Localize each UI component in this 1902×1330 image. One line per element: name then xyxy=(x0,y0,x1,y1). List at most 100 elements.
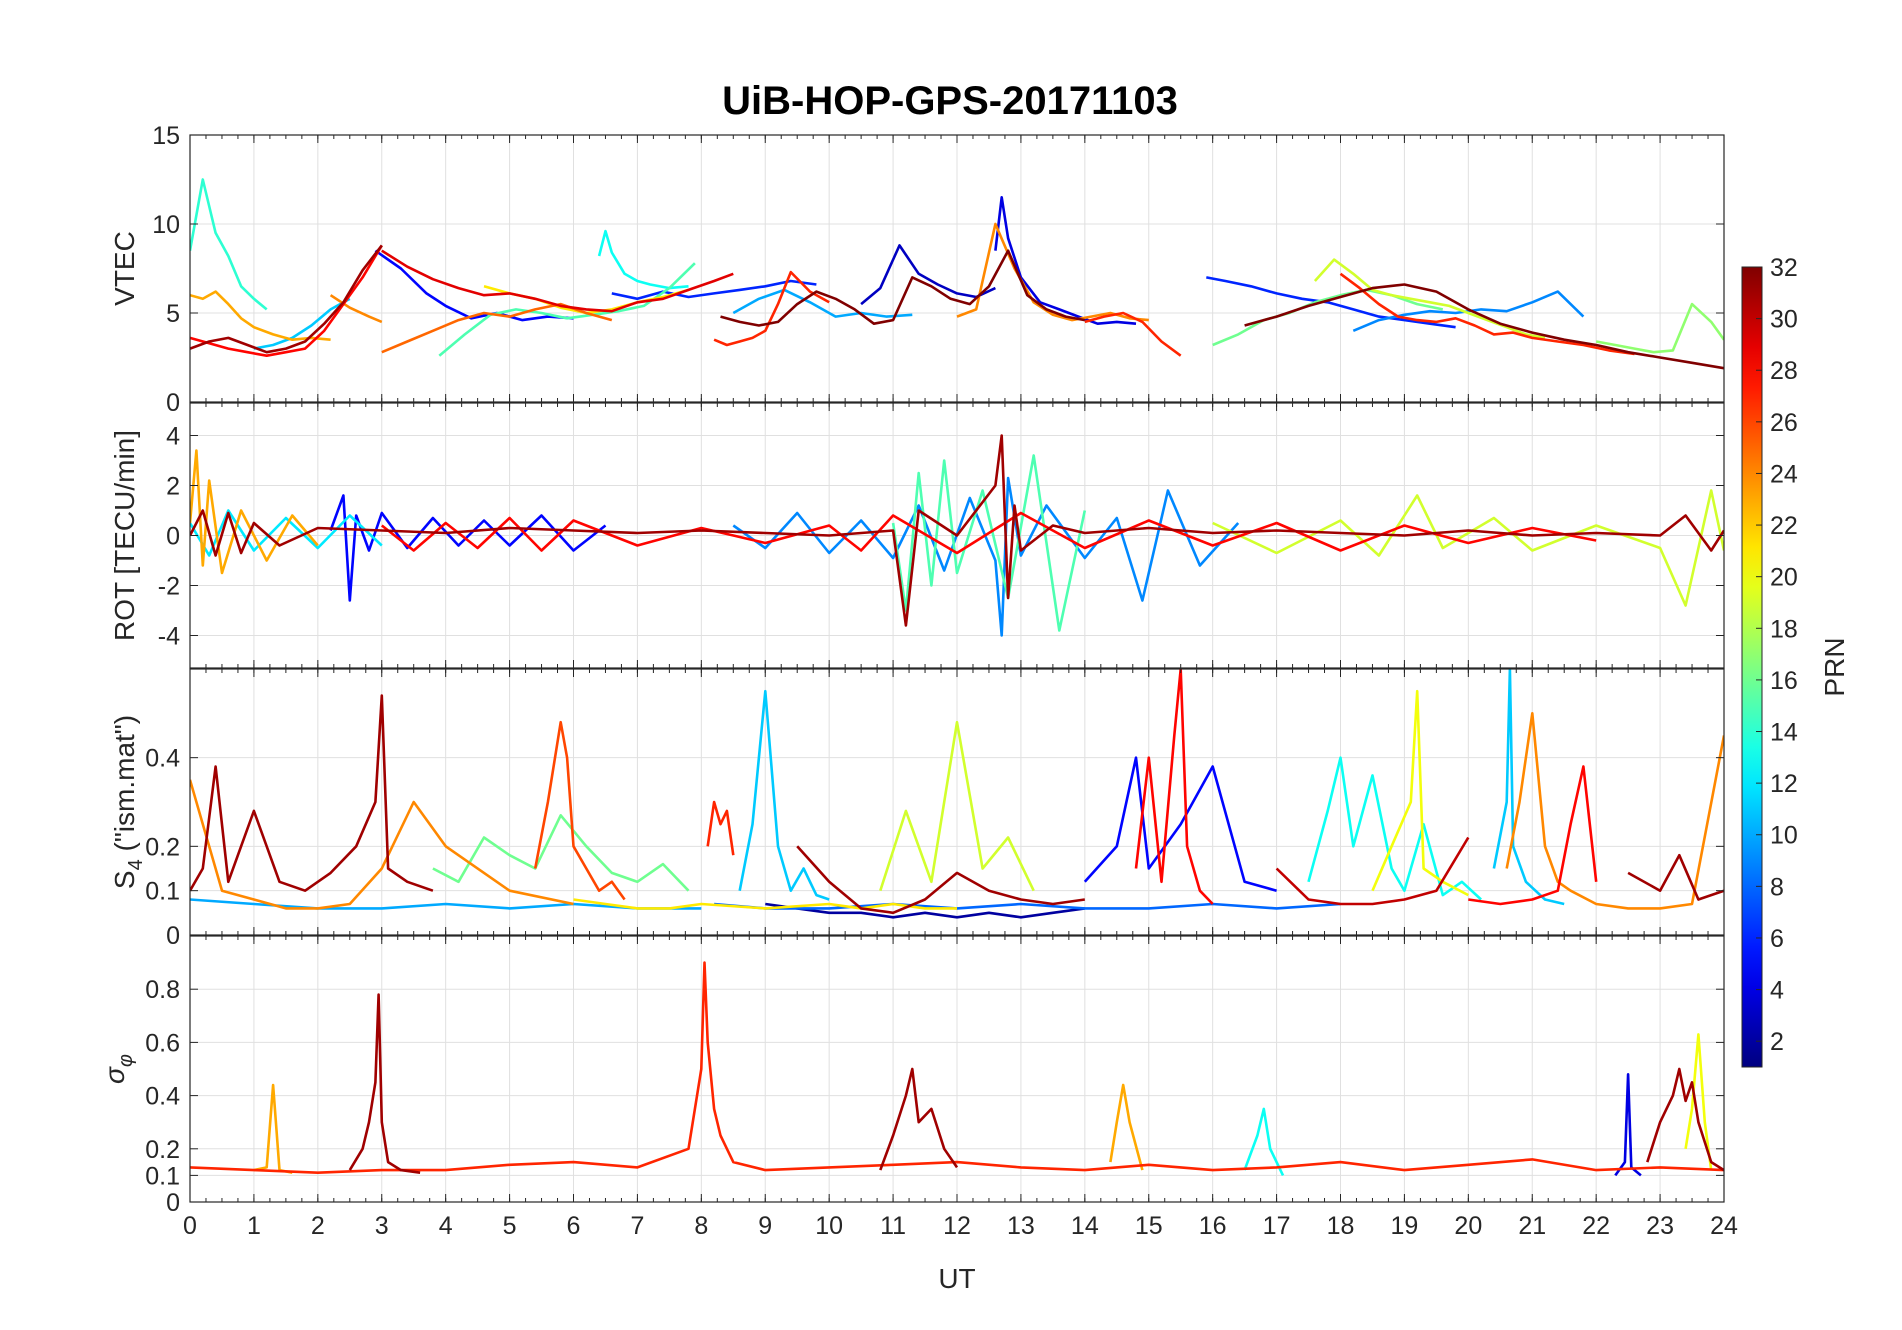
series-line-prn-13 xyxy=(597,229,689,290)
series-line-prn-13 xyxy=(1307,756,1482,901)
colorbar-tick-label: 6 xyxy=(1770,925,1784,953)
colorbar-tick-label: 10 xyxy=(1770,822,1798,850)
series-line-prn-19 xyxy=(1212,489,1724,607)
y-tick-label: 10 xyxy=(152,211,180,239)
series-line-prn-27 xyxy=(706,800,735,856)
colorbar-tick-label: 8 xyxy=(1770,873,1784,901)
y-tick-label: 0 xyxy=(166,389,180,417)
x-axis-label: UT xyxy=(938,1263,975,1294)
series-line-prn-5 xyxy=(1083,756,1277,892)
series-line-prn-23 xyxy=(190,290,331,342)
x-tick-label: 24 xyxy=(1710,1212,1738,1240)
y-tick-label: 0.2 xyxy=(145,833,180,861)
x-tick-label: 3 xyxy=(375,1212,389,1240)
series-line-prn-23 xyxy=(253,1083,293,1174)
series-line-prn-26 xyxy=(533,720,626,901)
series-group xyxy=(190,669,1724,919)
x-tick-label: 16 xyxy=(1199,1212,1227,1240)
colorbar-tick-label: 12 xyxy=(1770,770,1798,798)
colorbar-tick-label: 4 xyxy=(1770,977,1784,1005)
series-line-prn-20 xyxy=(1371,689,1469,897)
colorbar-tick-label: 24 xyxy=(1770,460,1798,488)
x-tick-label: 9 xyxy=(758,1212,772,1240)
y-tick-label: 0.1 xyxy=(145,878,180,906)
x-tick-label: 22 xyxy=(1582,1212,1610,1240)
x-tick-label: 5 xyxy=(503,1212,517,1240)
series-line-prn-30 xyxy=(1275,836,1470,906)
y-tick-label: 0.8 xyxy=(145,976,180,1004)
series-line-prn-24 xyxy=(190,779,574,910)
y-tick-label: -2 xyxy=(158,573,180,601)
series-line-prn-31 xyxy=(796,845,1085,915)
series-line-prn-23 xyxy=(190,449,319,575)
series-line-prn-24 xyxy=(1505,711,1724,910)
y-axis-label: S4 ("ism.mat") xyxy=(109,715,147,889)
x-tick-label: 14 xyxy=(1071,1212,1099,1240)
series-line-prn-19 xyxy=(879,720,1035,892)
series-line-prn-13 xyxy=(1243,1107,1285,1176)
y-tick-label: 0 xyxy=(166,1189,180,1217)
series-line-prn-6 xyxy=(1206,276,1456,329)
series-line-prn-10 xyxy=(732,288,913,318)
series-line-prn-31 xyxy=(190,694,434,893)
colorbar-tick-label: 32 xyxy=(1770,254,1798,282)
x-tick-label: 0 xyxy=(183,1212,197,1240)
series-line-prn-11 xyxy=(253,297,351,350)
y-tick-label: 5 xyxy=(166,300,180,328)
series-line-prn-32 xyxy=(720,249,1086,327)
y-tick-label: 4 xyxy=(166,423,180,451)
x-tick-label: 15 xyxy=(1135,1212,1163,1240)
y-tick-label: 0 xyxy=(166,922,180,950)
x-tick-label: 10 xyxy=(815,1212,843,1240)
y-axis-label: VTEC xyxy=(109,231,140,306)
series-line-prn-4 xyxy=(994,196,1137,326)
colorbar-tick-label: 18 xyxy=(1770,615,1798,643)
series-line-prn-4 xyxy=(1614,1073,1642,1177)
series-line-prn-31 xyxy=(1646,1067,1724,1172)
series-line-prn-9 xyxy=(732,476,1240,637)
series-line-prn-17 xyxy=(1595,302,1724,354)
series-line-prn-32 xyxy=(1244,283,1724,370)
series-line-prn-29 xyxy=(381,249,734,313)
x-tick-label: 2 xyxy=(311,1212,325,1240)
series-line-prn-16 xyxy=(432,813,690,892)
x-tick-label: 20 xyxy=(1454,1212,1482,1240)
panel-2: -4 -2 0 2 4 ROT [TECU/min] xyxy=(109,402,1725,669)
y-tick-label: 0.1 xyxy=(145,1162,180,1190)
colorbar-tick-label: 14 xyxy=(1770,719,1798,747)
series-line-prn-5 xyxy=(374,249,574,322)
x-tick-label: 4 xyxy=(439,1212,453,1240)
series-line-prn-27 xyxy=(190,961,1724,1174)
y-tick-label: 2 xyxy=(166,473,180,501)
colorbar-tick-label: 30 xyxy=(1770,306,1798,334)
y-tick-label: 0.4 xyxy=(145,1083,180,1111)
panel-4: 0 1 2 3 4 5 6 7 8 9 10 11 12 13 14 15 16 17 18 19 20 21 22 23 24… xyxy=(99,935,1738,1240)
panel-1: 0 5 10 15 VTEC xyxy=(109,122,1725,417)
colorbar-tick-label: 2 xyxy=(1770,1028,1784,1056)
colorbar-tick-label: 20 xyxy=(1770,564,1798,592)
x-tick-label: 6 xyxy=(567,1212,581,1240)
y-tick-label: 15 xyxy=(152,122,180,150)
series-line-prn-16 xyxy=(1212,288,1444,347)
series-line-prn-24 xyxy=(329,294,383,324)
colorbar-gradient xyxy=(1741,266,1763,1068)
series-line-prn-11 xyxy=(1492,669,1565,906)
series-line-prn-5 xyxy=(329,494,607,602)
series-line-prn-11 xyxy=(738,689,830,901)
x-tick-label: 18 xyxy=(1327,1212,1355,1240)
chart-title: UiB-HOP-GPS-20171103 xyxy=(722,79,1178,123)
x-tick-label: 23 xyxy=(1646,1212,1674,1240)
series-line-prn-28 xyxy=(190,244,383,358)
series-line-prn-2 xyxy=(765,902,1085,919)
y-tick-label: 0.6 xyxy=(145,1029,180,1057)
series-line-prn-8 xyxy=(713,902,1341,910)
series-line-prn-15 xyxy=(891,454,1087,632)
series-line-prn-21 xyxy=(573,898,957,910)
y-axis-label: ROT [TECU/min] xyxy=(109,430,140,641)
x-tick-label: 13 xyxy=(1007,1212,1035,1240)
series-line-prn-31 xyxy=(879,1067,959,1171)
x-tick-label: 21 xyxy=(1518,1212,1546,1240)
series-line-prn-31 xyxy=(348,993,421,1174)
series-line-prn-28 xyxy=(1134,669,1214,905)
